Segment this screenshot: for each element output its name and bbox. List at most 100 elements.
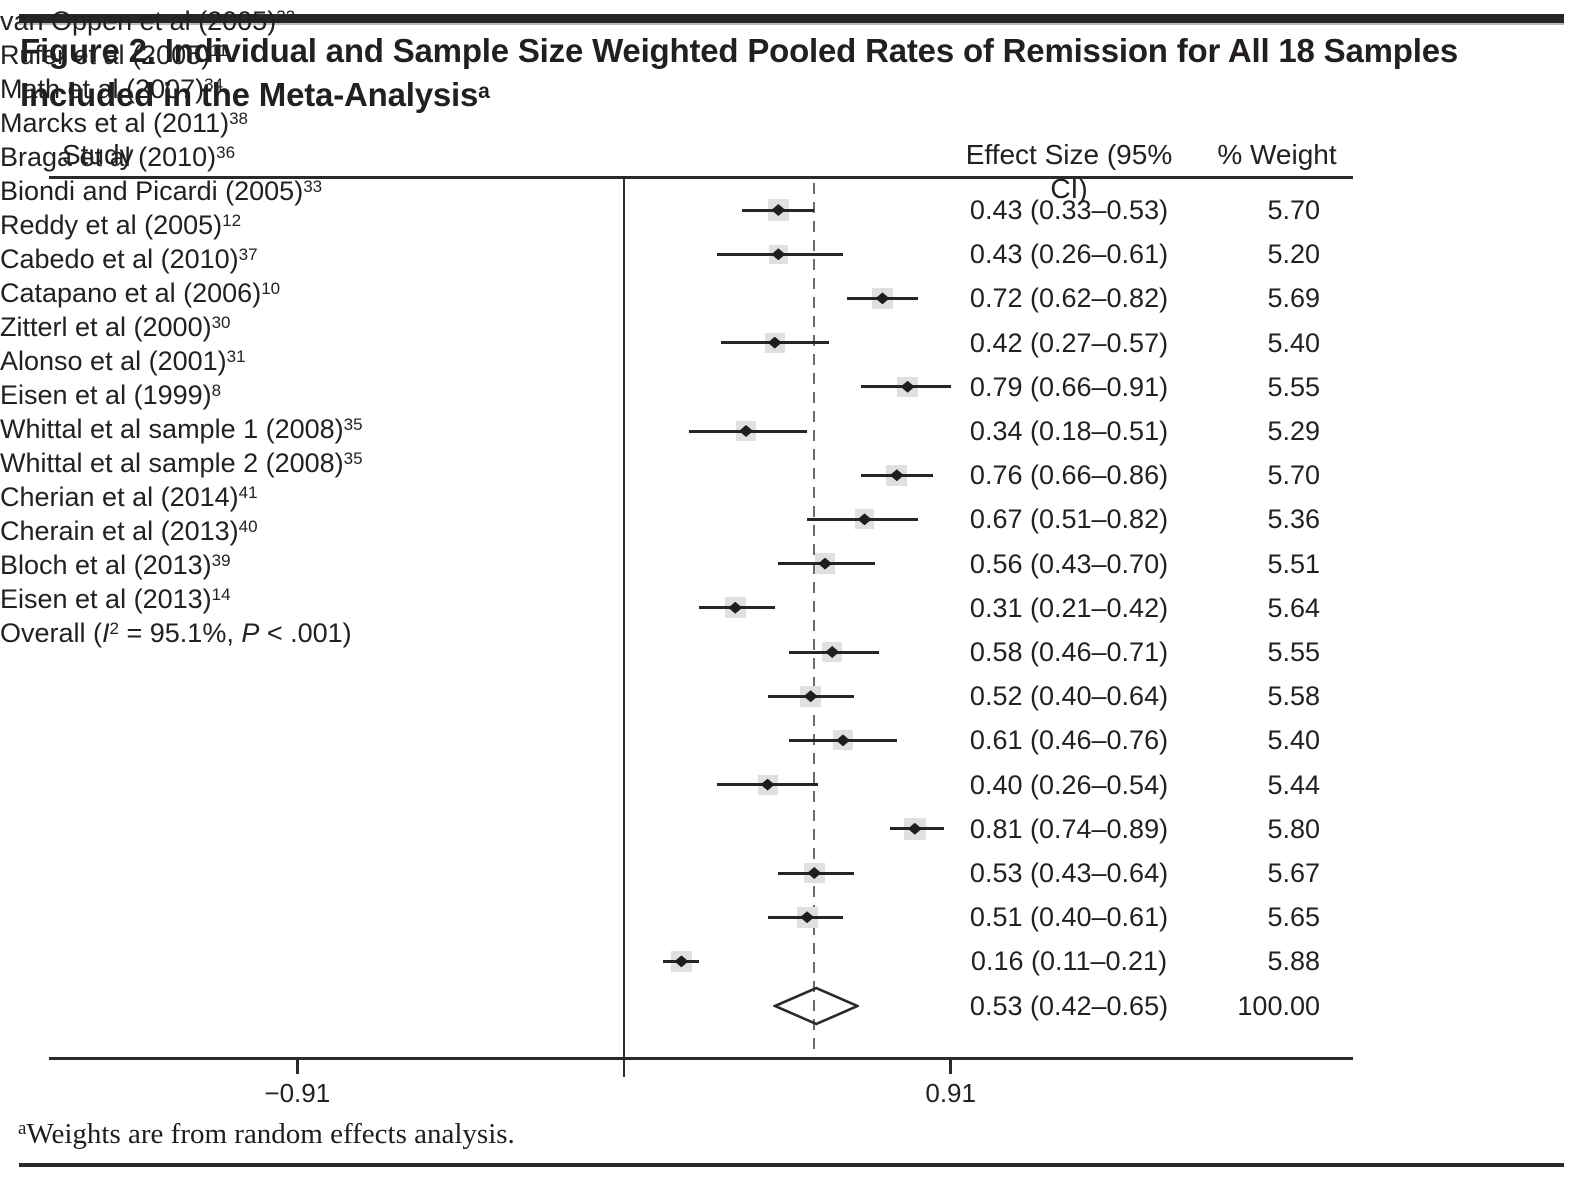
study-name: Braga et al (2010) <box>0 142 217 172</box>
study-label: Reddy et al (2005)12 <box>0 204 1573 240</box>
weight-value: 5.51 <box>1267 548 1320 579</box>
study-label: Eisen et al (2013)14 <box>0 578 1573 614</box>
effect-size-value: 0.81 (0.74–0.89) <box>969 813 1169 844</box>
study-name: Cherian et al (2014) <box>0 482 239 512</box>
study-ref-superscript: 32 <box>276 7 296 26</box>
x-axis-tick-label-right: 0.91 <box>925 1078 976 1108</box>
effect-point-diamond <box>771 248 786 261</box>
study-name: Cabedo et al (2010) <box>0 244 239 274</box>
effect-size-value: 0.58 (0.46–0.71) <box>969 637 1169 667</box>
effect-size-value: 0.72 (0.62–0.82) <box>969 283 1169 314</box>
effect-size-value: 0.61 (0.46–0.76) <box>969 725 1169 756</box>
effect-size-value: 0.42 (0.27–0.57) <box>969 327 1169 358</box>
effect-size-value: 0.53 (0.43–0.64) <box>969 858 1169 888</box>
study-ref-superscript: 35 <box>343 415 363 434</box>
weight-value: 5.29 <box>1267 416 1320 446</box>
study-ref-superscript: 30 <box>211 313 231 332</box>
weight-value: 5.40 <box>1267 327 1320 358</box>
study-name: Eisen et al (2013) <box>0 584 212 614</box>
study-name: Rufer et al (2005) <box>0 40 211 70</box>
effect-size-value: 0.52 (0.40–0.64) <box>969 681 1169 712</box>
weight-value: 5.44 <box>1267 769 1320 800</box>
study-ref-superscript: 36 <box>216 143 236 162</box>
study-ref-superscript: 39 <box>211 551 231 570</box>
effect-point-diamond <box>771 204 786 216</box>
figure-title-line1: Figure 2. Individual and Sample Size Wei… <box>20 32 1458 69</box>
effect-point-diamond <box>835 734 850 747</box>
figure-title: Figure 2. Individual and Sample Size Wei… <box>20 30 1550 115</box>
weight-value: 5.40 <box>1267 725 1320 756</box>
overall-label: Overall (I2 = 95.1%, P < .001) <box>0 618 352 648</box>
header-rule <box>49 176 1353 179</box>
effect-size-value: 0.67 (0.51–0.82) <box>969 504 1169 535</box>
study-name: van Oppen et al (2005) <box>0 6 277 36</box>
effect-point-diamond <box>875 292 890 305</box>
weight-value: 5.67 <box>1267 858 1320 888</box>
study-label: Bloch et al (2013)39 <box>0 544 1573 580</box>
effect-size-value: 0.31 (0.21–0.42) <box>969 592 1169 623</box>
study-label: Math et al (2007)34 <box>0 68 1573 104</box>
x-axis-tick-right <box>949 1057 952 1074</box>
effect-point-diamond <box>818 557 833 570</box>
x-axis-tick-label-left: −0.91 <box>264 1078 331 1108</box>
effect-size-value: 0.34 (0.18–0.51) <box>969 416 1169 446</box>
figure-footnote: aWeights are from random effects analysi… <box>18 1118 515 1151</box>
effect-point-diamond <box>767 336 782 349</box>
study-label: Zitterl et al (2000)30 <box>0 306 1573 342</box>
study-name: Marcks et al (2011) <box>0 108 230 138</box>
top-divider-shadow <box>19 23 1564 25</box>
weight-value: 5.70 <box>1267 195 1320 225</box>
effect-size-value: 0.43 (0.33–0.53) <box>969 195 1169 225</box>
effect-point-diamond <box>857 513 872 526</box>
effect-point-diamond <box>674 955 689 968</box>
null-effect-line <box>622 179 626 1077</box>
study-ref-superscript: 41 <box>238 483 258 502</box>
column-header-effect-size: Effect Size (95% CI) <box>965 139 1173 204</box>
study-ref-superscript: 34 <box>204 75 224 94</box>
effect-size-value: 0.51 (0.40–0.61) <box>969 902 1169 933</box>
effect-point-diamond <box>907 822 922 835</box>
effect-point-diamond <box>760 778 775 791</box>
footnote-marker: a <box>18 1118 27 1139</box>
study-ref-superscript: 10 <box>261 279 281 298</box>
weight-value: 5.88 <box>1267 946 1320 977</box>
effect-point-diamond <box>739 425 754 437</box>
effect-size-value: 0.56 (0.43–0.70) <box>969 548 1169 579</box>
effect-point-diamond <box>800 911 815 924</box>
study-ref-superscript: 8 <box>211 381 222 400</box>
weight-value: 5.58 <box>1267 681 1320 712</box>
effect-point-diamond <box>728 601 743 614</box>
study-ref-superscript: 33 <box>303 177 323 196</box>
weight-value: 5.64 <box>1267 592 1320 623</box>
study-name: Cherain et al (2013) <box>0 516 239 546</box>
study-name: Bloch et al (2013) <box>0 550 212 580</box>
column-header-study: Study <box>62 139 134 170</box>
figure-title-line2: Included in the Meta-Analysis <box>20 76 479 113</box>
weight-value: 5.65 <box>1267 902 1320 933</box>
study-label: Rufer et al (2005)11 <box>0 34 1573 70</box>
column-header-weight: % Weight <box>1217 139 1337 170</box>
study-name: Reddy et al (2005) <box>0 210 223 240</box>
study-label: Catapano et al (2006)10 <box>0 272 1573 308</box>
pooled-estimate-dashed-line <box>813 183 816 1058</box>
study-label: Whittal et al sample 2 (2008)35 <box>0 442 1573 478</box>
study-name: Catapano et al (2006) <box>0 278 262 308</box>
weight-value: 5.80 <box>1267 813 1320 844</box>
study-label: Cherain et al (2013)40 <box>0 510 1573 546</box>
title-footnote-marker: a <box>478 80 490 103</box>
weight-value: 5.20 <box>1267 239 1320 270</box>
weight-value: 5.69 <box>1267 283 1320 314</box>
study-label: Eisen et al (1999)8 <box>0 374 1573 410</box>
study-name: Zitterl et al (2000) <box>0 312 212 342</box>
overall-effect-size-value: 0.53 (0.42–0.65) <box>969 990 1169 1021</box>
effect-point-diamond <box>900 380 915 393</box>
study-ref-superscript: 14 <box>211 585 231 604</box>
weight-value: 5.55 <box>1267 637 1320 667</box>
effect-size-value: 0.76 (0.66–0.86) <box>969 460 1169 491</box>
study-name: Alonso et al (2001) <box>0 346 227 376</box>
effect-size-value: 0.16 (0.11–0.21) <box>970 946 1168 977</box>
study-label: Cherian et al (2014)41 <box>0 476 1573 512</box>
study-label: Alonso et al (2001)31 <box>0 340 1573 376</box>
